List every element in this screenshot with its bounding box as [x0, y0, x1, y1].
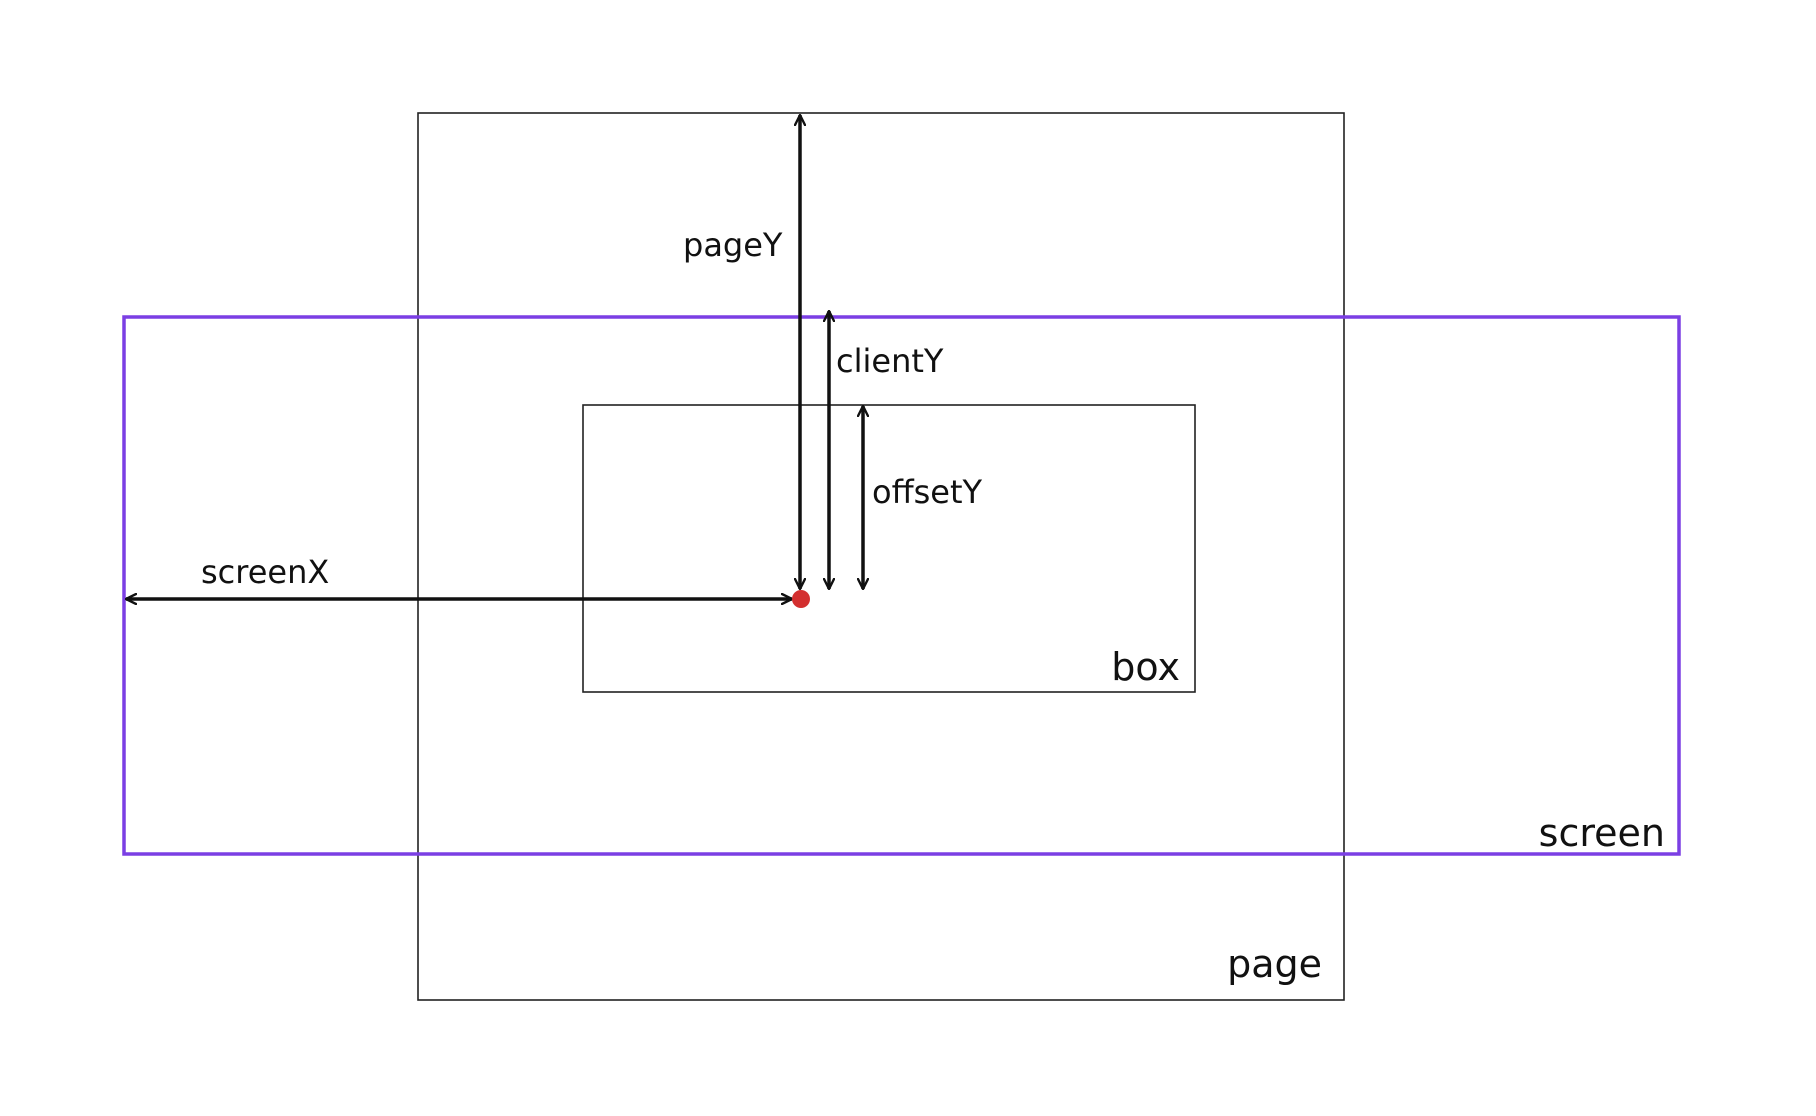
screenx-label: screenX	[201, 553, 329, 591]
offsety-label: offsetY	[872, 473, 983, 511]
page-label: page	[1227, 942, 1322, 986]
box-label: box	[1111, 645, 1180, 689]
screen-label: screen	[1539, 811, 1665, 855]
pagey-label: pageY	[683, 226, 783, 264]
box-rect	[582, 404, 1196, 693]
event-point	[792, 590, 810, 608]
screen-rect	[122, 315, 1681, 856]
page-rect	[417, 112, 1345, 1001]
clienty-label: clientY	[836, 342, 944, 380]
